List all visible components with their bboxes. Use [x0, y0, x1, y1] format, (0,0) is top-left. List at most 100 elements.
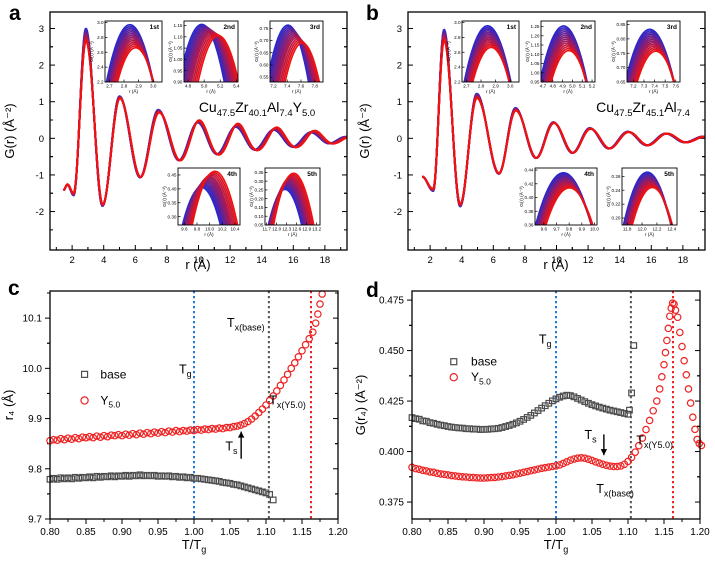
svg-text:0.36: 0.36	[525, 223, 534, 228]
svg-text:3.0: 3.0	[507, 84, 514, 89]
svg-text:9.8: 9.8	[194, 227, 201, 232]
svg-text:0.65: 0.65	[617, 80, 626, 85]
svg-text:12.0: 12.0	[638, 227, 647, 232]
svg-text:0.95: 0.95	[531, 80, 540, 85]
svg-text:2.8: 2.8	[478, 84, 485, 89]
svg-text:7.8: 7.8	[312, 84, 319, 89]
svg-text:18: 18	[678, 255, 689, 266]
svg-text:0.75: 0.75	[260, 26, 269, 31]
svg-text:0.475: 0.475	[379, 296, 404, 307]
svg-text:G(r) (Å⁻²): G(r) (Å⁻²)	[161, 186, 168, 207]
inset-curves	[541, 25, 588, 82]
legend-label: Y5.0	[100, 393, 120, 409]
y-axis-label: r₄ (Å)	[1, 390, 16, 421]
svg-text:9.9: 9.9	[28, 414, 42, 425]
svg-text:4: 4	[101, 255, 106, 266]
svg-text:0.70: 0.70	[260, 38, 269, 43]
panel-c: 0.80 0.85 0.90 0.95 1.00 1.05 1.10 1.15 1.20 9.7 9…	[0, 275, 357, 563]
legend-label: Y5.0	[471, 370, 491, 386]
inset-curves	[270, 24, 321, 82]
svg-text:0.26: 0.26	[612, 174, 621, 179]
inset-label: 1st	[507, 24, 517, 31]
panel-a-letter: a	[9, 2, 21, 25]
svg-text:G(r) (Å⁻²): G(r) (Å⁻²)	[248, 186, 255, 207]
svg-text:7.4: 7.4	[651, 84, 658, 89]
svg-text:1.05: 1.05	[582, 527, 602, 538]
svg-text:0.75: 0.75	[617, 51, 626, 56]
svg-text:1.20: 1.20	[531, 33, 540, 38]
svg-text:3: 3	[397, 24, 402, 35]
svg-text:G(r) (Å⁻²): G(r) (Å⁻²)	[88, 41, 95, 62]
svg-text:1.15: 1.15	[654, 527, 674, 538]
svg-text:0.95: 0.95	[174, 68, 183, 73]
svg-text:0.45: 0.45	[168, 173, 177, 178]
svg-text:0.90: 0.90	[474, 527, 494, 538]
svg-text:G(r) (Å⁻²): G(r) (Å⁻²)	[610, 41, 617, 62]
svg-text:13.2: 13.2	[312, 227, 321, 232]
svg-text:0.95: 0.95	[148, 527, 168, 538]
svg-text:2.6: 2.6	[97, 50, 104, 55]
svg-text:1.15: 1.15	[531, 43, 540, 48]
annotation-Tx(base): Tx(base)	[596, 482, 634, 498]
svg-text:0.90: 0.90	[112, 527, 132, 538]
svg-text:1.15: 1.15	[292, 527, 312, 538]
svg-text:2.8: 2.8	[121, 84, 128, 89]
svg-text:4.7: 4.7	[540, 84, 547, 89]
svg-text:2: 2	[39, 61, 44, 72]
svg-text:-1: -1	[36, 170, 44, 181]
svg-text:2.9: 2.9	[492, 84, 499, 89]
svg-text:2.6: 2.6	[454, 50, 461, 55]
svg-text:G(r) (Å⁻²): G(r) (Å⁻²)	[445, 41, 452, 62]
axes: 0.80 0.85 0.90 0.95 1.00 1.05 1.10 1.15 1.20 0.37…	[379, 296, 710, 538]
svg-text:r (Å): r (Å)	[561, 231, 571, 238]
inset-label: 1st	[150, 24, 160, 31]
panel-a: 24681012141618-2-10123Cu47.5​Zr40.1​Al7.…	[0, 0, 357, 275]
panel-c-letter: c	[8, 277, 20, 300]
svg-text:0.65: 0.65	[260, 50, 269, 55]
inset-curves	[535, 172, 594, 225]
svg-text:r (Å): r (Å)	[206, 88, 216, 95]
svg-text:12.6: 12.6	[292, 227, 301, 232]
svg-text:10.0: 10.0	[23, 364, 43, 375]
svg-text:1.20: 1.20	[690, 527, 710, 538]
annotation-Ts: Ts	[584, 428, 597, 444]
svg-text:16: 16	[646, 255, 657, 266]
svg-text:14: 14	[614, 255, 625, 266]
svg-text:3.0: 3.0	[97, 20, 104, 25]
svg-text:0.05: 0.05	[255, 223, 264, 228]
annotation-Tg: Tg	[179, 362, 192, 378]
svg-text:7.2: 7.2	[270, 84, 277, 89]
svg-text:3.0: 3.0	[150, 84, 157, 89]
series-Y	[408, 299, 706, 482]
svg-text:0.80: 0.80	[617, 36, 626, 41]
svg-text:3.0: 3.0	[454, 20, 461, 25]
svg-text:0.95: 0.95	[510, 527, 530, 538]
svg-text:1.00: 1.00	[174, 57, 183, 62]
panel-b-letter: b	[366, 2, 379, 25]
series-base	[46, 471, 277, 504]
svg-text:0.425: 0.425	[379, 397, 404, 408]
svg-text:-1: -1	[394, 170, 402, 181]
svg-text:7.2: 7.2	[630, 84, 637, 89]
svg-text:0.40: 0.40	[168, 186, 177, 191]
svg-text:3: 3	[39, 24, 44, 35]
svg-text:4.8: 4.8	[185, 84, 192, 89]
svg-text:12.0: 12.0	[272, 227, 281, 232]
svg-text:10.0: 10.0	[205, 227, 214, 232]
svg-text:12.9: 12.9	[302, 227, 311, 232]
svg-text:1.15: 1.15	[174, 23, 183, 28]
inset-curves	[267, 172, 315, 225]
svg-text:12.4: 12.4	[667, 227, 676, 232]
svg-text:0.22: 0.22	[612, 202, 621, 207]
svg-text:7.6: 7.6	[298, 84, 305, 89]
svg-text:9.6: 9.6	[181, 227, 188, 232]
inset-curves	[622, 171, 674, 225]
inset-label: 4th	[227, 171, 237, 178]
inset-curves	[184, 23, 238, 82]
svg-text:1.00: 1.00	[546, 527, 566, 538]
legend-label: base	[471, 355, 497, 369]
y-axis-label: G(r₄) (Å⁻²)	[355, 375, 368, 436]
svg-text:16: 16	[288, 255, 299, 266]
inset-curves	[627, 28, 676, 82]
